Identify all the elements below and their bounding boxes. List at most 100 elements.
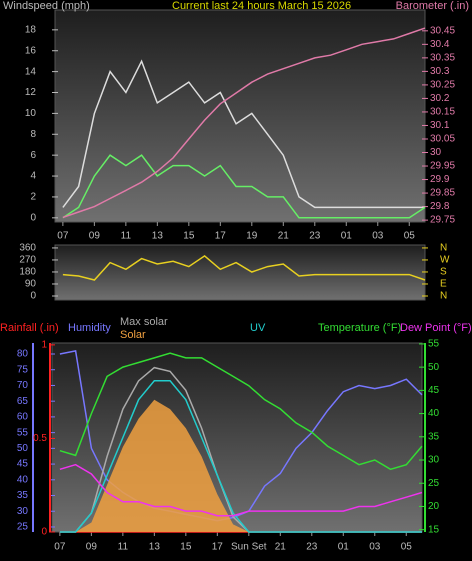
line <box>62 27 426 219</box>
y-tick-label: 70 <box>17 380 29 391</box>
y-tick-label: 25 <box>17 522 29 533</box>
y-tick-label: 80 <box>17 349 29 360</box>
x-tick-label: 15 <box>183 231 195 242</box>
y-tick-label: 40 <box>428 408 440 419</box>
y-tick-label: 4 <box>30 171 36 182</box>
y-tick-label: 29.9 <box>430 174 450 185</box>
x-tick-label: 03 <box>369 542 381 553</box>
y-tick-label: 1 <box>41 340 47 351</box>
y-tick-label: 30.3 <box>430 66 450 77</box>
y-tick-label: 29.85 <box>430 188 455 199</box>
line <box>59 463 423 517</box>
legend-entry: Humidity <box>68 322 111 334</box>
y-tick-label: 20 <box>428 501 440 512</box>
y-tick-label: 25 <box>428 478 440 489</box>
y-tick-label: 35 <box>428 431 440 442</box>
y-tick-label: 65 <box>17 396 29 407</box>
line <box>59 352 423 471</box>
y-tick-label: 18 <box>25 24 37 35</box>
y-tick-label: 55 <box>428 339 440 350</box>
y-tick-label: 30.2 <box>430 93 450 104</box>
legend-entry: Max solar <box>120 316 168 328</box>
y-tick-label: 0.5 <box>33 433 47 444</box>
line <box>62 59 425 209</box>
x-tick-label: 19 <box>246 231 258 242</box>
x-tick-label: 05 <box>401 542 413 553</box>
y-tick-label: 15 <box>428 524 440 535</box>
x-tick-label: 13 <box>152 231 164 242</box>
x-tick-label: 15 <box>180 542 192 553</box>
y-tick-label: 180 <box>19 267 36 278</box>
y-tick-label: 30.4 <box>430 39 450 50</box>
line <box>62 154 426 219</box>
y-tick-label: 6 <box>30 150 36 161</box>
y-tick-label: 12 <box>25 87 37 98</box>
y-tick-label: 30.25 <box>430 80 455 91</box>
x-tick-label: 09 <box>86 542 98 553</box>
x-tick-label: 21 <box>278 231 290 242</box>
y-tick-label: 30.45 <box>430 25 455 36</box>
legend-entry: UV <box>250 322 266 334</box>
axis-title: Windspeed (mph) <box>3 0 90 12</box>
y-tick-label: 10 <box>25 108 37 119</box>
y-tick-label: 30.35 <box>430 53 455 64</box>
y-tick-label: 2 <box>30 192 36 203</box>
legend-entry: Dew Point (°F) <box>400 322 472 334</box>
y-tick-label: 50 <box>17 443 29 454</box>
x-tick-label: 17 <box>212 542 224 553</box>
y-tick-label: 0 <box>30 212 36 223</box>
y-tick-label: 0 <box>30 291 36 302</box>
legend-entry: Temperature (°F) <box>318 322 401 334</box>
x-tick-label: 03 <box>372 231 384 242</box>
y-tick-label: 45 <box>428 385 440 396</box>
y-tick-label: 360 <box>19 243 36 254</box>
y-tick-label: 270 <box>19 255 36 266</box>
x-tick-label: 23 <box>306 542 318 553</box>
y-tick-label: 40 <box>17 474 29 485</box>
y-tick-label: 30.15 <box>430 107 455 118</box>
line <box>59 380 422 533</box>
y-tick-label: 14 <box>25 66 37 77</box>
x-tick-label: 01 <box>338 542 350 553</box>
y-tick-label: 60 <box>17 412 29 423</box>
line <box>62 254 426 281</box>
area <box>59 399 422 532</box>
y-tick-label: 0 <box>41 527 47 538</box>
x-tick-label: Sun Set <box>231 542 267 553</box>
x-tick-label: 11 <box>118 542 129 553</box>
y-tick-label: 30.1 <box>430 120 450 131</box>
y-tick-label: 16 <box>25 45 37 56</box>
x-tick-label: 07 <box>54 542 66 553</box>
y-tick-label: 55 <box>17 427 29 438</box>
y-tick-label: N <box>440 243 447 254</box>
x-tick-label: 09 <box>89 231 101 242</box>
y-tick-label: 8 <box>30 129 36 140</box>
legend-entry: Solar <box>120 329 146 341</box>
y-tick-label: 30 <box>428 455 440 466</box>
y-tick-label: 29.95 <box>430 161 455 172</box>
axis-title: Barometer (.in) <box>396 0 469 12</box>
y-tick-label: 35 <box>17 490 29 501</box>
x-tick-label: 23 <box>309 231 321 242</box>
y-tick-label: W <box>440 255 450 266</box>
plot-area <box>54 9 426 223</box>
x-tick-label: 05 <box>404 231 416 242</box>
y-tick-label: 30 <box>430 147 442 158</box>
y-tick-label: 75 <box>17 364 29 375</box>
chart-title: Current last 24 hours March 15 2026 <box>172 0 351 12</box>
y-tick-label: 45 <box>17 459 29 470</box>
y-tick-label: 29.75 <box>430 215 455 226</box>
y-tick-label: E <box>440 279 447 290</box>
x-tick-label: 17 <box>215 231 227 242</box>
x-tick-label: 13 <box>149 542 161 553</box>
y-tick-label: 29.8 <box>430 201 450 212</box>
x-tick-label: 21 <box>275 542 287 553</box>
y-tick-label: 30 <box>17 506 29 517</box>
plot-area <box>54 244 426 301</box>
y-tick-label: 90 <box>25 279 37 290</box>
legend-entry: Rainfall (.in) <box>0 322 59 334</box>
y-tick-label: 50 <box>428 362 440 373</box>
x-tick-label: 11 <box>121 231 132 242</box>
